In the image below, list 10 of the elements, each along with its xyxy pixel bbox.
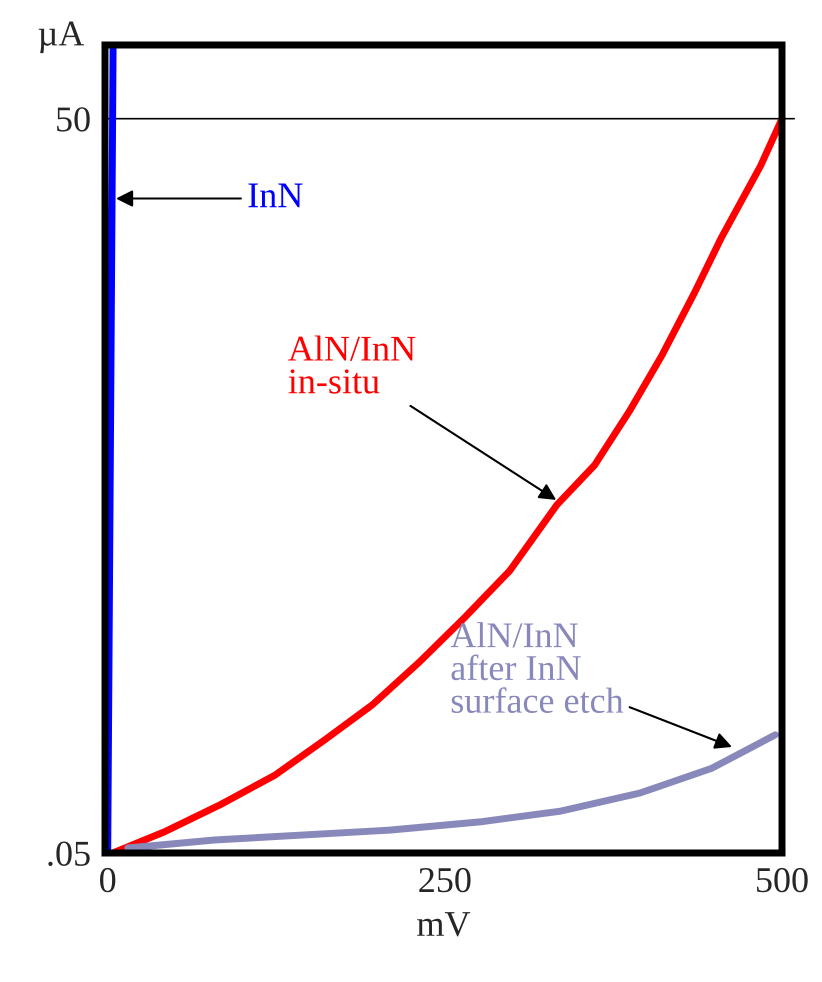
text: AlN/InN after InN surface etch [450, 622, 624, 713]
y-axis-title: µA [38, 22, 84, 54]
y-tick-label: .05 [48, 842, 90, 866]
y-tick-label: 50 [57, 107, 90, 132]
text: AlN/InN in-situ [288, 335, 416, 394]
x-tick-label: 500 [757, 868, 808, 892]
text: InN [248, 184, 302, 208]
x-axis-title: mV [417, 912, 470, 936]
x-tick-label: 250 [419, 868, 471, 892]
x-tick-label: 0 [100, 868, 116, 892]
